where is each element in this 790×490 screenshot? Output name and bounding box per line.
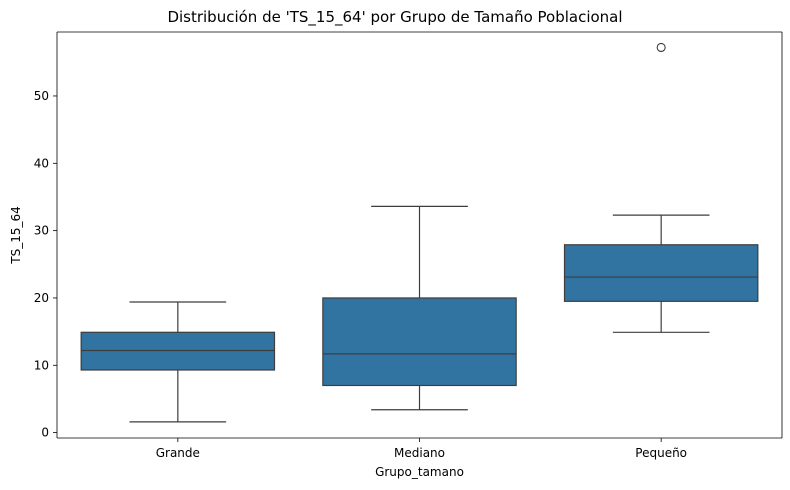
outlier-point: [656, 42, 666, 53]
x-axis-label: Grupo_tamano: [375, 465, 464, 479]
box-grande: [80, 301, 276, 423]
box-iqr: [80, 331, 276, 371]
y-tick-label: 30: [34, 224, 49, 238]
y-tick-label: 0: [41, 426, 49, 440]
y-axis-label: TS_15_64: [9, 206, 23, 265]
x-tick-label: Mediano: [394, 446, 445, 460]
boxes-layer: [80, 42, 759, 423]
x-ticks: Grande Mediano Pequeño: [156, 438, 687, 460]
y-tick-label: 40: [34, 156, 49, 170]
x-tick-label: Pequeño: [635, 446, 687, 460]
box-iqr: [563, 244, 759, 302]
y-tick-label: 20: [34, 291, 49, 305]
y-tick-label: 50: [34, 89, 49, 103]
box-mediano: [322, 205, 517, 411]
y-tick-label: 10: [34, 358, 49, 372]
y-ticks: 0 10 20 30 40 50: [34, 89, 57, 440]
box-iqr: [322, 297, 517, 387]
x-tick-label: Grande: [156, 446, 200, 460]
axes-frame: [56, 31, 783, 439]
chart-title: Distribución de 'TS_15_64' por Grupo de …: [167, 8, 623, 26]
box-pequeño: [563, 42, 759, 333]
